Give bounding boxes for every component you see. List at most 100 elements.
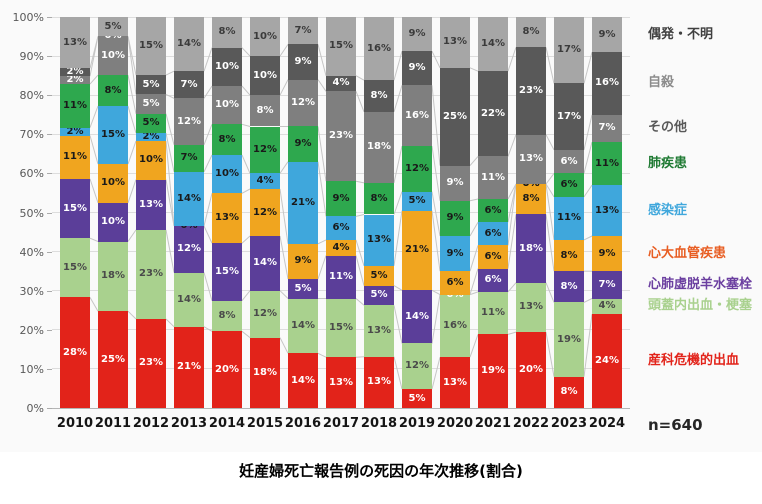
bar-segment: 5% bbox=[136, 113, 166, 134]
bar-segment: 14% bbox=[288, 298, 318, 354]
bar-2023: 8% 19% 8% 8% 11% 6% 6% 17% 17% bbox=[554, 17, 584, 408]
bar-segment: 15% bbox=[326, 298, 356, 358]
segment-label: 24% bbox=[595, 355, 619, 367]
segment-label: 22% bbox=[481, 107, 505, 119]
segment-label: 20% bbox=[215, 363, 239, 375]
y-tick-mark bbox=[47, 408, 52, 409]
bar-segment: 10% bbox=[212, 155, 242, 194]
segment-label: 10% bbox=[101, 177, 125, 189]
bar-segment: 13% bbox=[364, 214, 394, 266]
segment-label: 2% bbox=[66, 66, 84, 78]
segment-label: 9% bbox=[598, 247, 616, 259]
bar-segment: 13% bbox=[136, 179, 166, 230]
y-tick-mark bbox=[47, 17, 52, 18]
segment-label: 10% bbox=[215, 60, 239, 72]
legend-item: 産科危機的出血 bbox=[648, 353, 740, 369]
bar-2011: 25%18%10%10%15%8%10%0%5% bbox=[98, 17, 128, 408]
y-tick-label: 10% bbox=[19, 362, 44, 376]
segment-label: 14% bbox=[177, 192, 201, 204]
legend-item: 感染症 bbox=[648, 202, 688, 218]
bar-segment: 16% bbox=[592, 52, 622, 115]
bar-segment: 14% bbox=[288, 353, 318, 408]
segment-label: 8% bbox=[370, 90, 388, 101]
x-axis-year-label: 2024 bbox=[588, 416, 626, 431]
bar-segment: 8% bbox=[212, 124, 242, 155]
bar-segment: 5% bbox=[136, 94, 166, 114]
legend-item: 自殺 bbox=[648, 75, 675, 91]
x-axis-year-label: 2018 bbox=[360, 416, 398, 431]
bar-segment: 9% bbox=[440, 165, 470, 201]
bar-2015: 18% 12% 14% 12% 4% 12% 8% 10% 10% bbox=[250, 17, 280, 408]
bar-segment: 14% bbox=[402, 290, 432, 344]
bar-segment: 20% bbox=[212, 331, 242, 408]
segment-label: 13% bbox=[139, 198, 163, 210]
bar-segment: 10% bbox=[98, 164, 128, 203]
bar-segment: 21% bbox=[402, 210, 432, 291]
bar-segment: 12% bbox=[250, 290, 280, 338]
segment-label: 4% bbox=[598, 300, 616, 312]
bar-segment: 2% bbox=[60, 67, 90, 77]
segment-label: 16% bbox=[443, 319, 467, 331]
bar-segment: 13% bbox=[364, 356, 394, 408]
segment-label: 19% bbox=[481, 365, 505, 377]
legend-item: 偶発・不明 bbox=[648, 26, 714, 42]
legend-item: 心肺虚脱羊水塞栓 bbox=[648, 276, 753, 292]
y-tick-mark bbox=[47, 290, 52, 292]
segment-label: 8% bbox=[218, 26, 236, 38]
segment-label: 18% bbox=[101, 270, 125, 282]
bar-segment: 6% bbox=[554, 173, 584, 197]
y-tick-mark bbox=[47, 95, 52, 97]
x-axis-year-label: 2022 bbox=[512, 416, 550, 431]
segment-label: 5% bbox=[142, 117, 160, 129]
segment-label: 8% bbox=[560, 386, 578, 398]
segment-label: 5% bbox=[370, 289, 388, 301]
bar-segment: 5% bbox=[364, 285, 394, 306]
bar-segment: 13% bbox=[440, 357, 470, 408]
segment-label: 8% bbox=[104, 84, 122, 96]
segment-label: 11% bbox=[63, 151, 87, 163]
bar-segment: 12% bbox=[250, 126, 280, 174]
chart-title: 妊産婦死亡報告例の死因の年次推移(割合) bbox=[239, 462, 523, 480]
bar-segment: 11% bbox=[60, 84, 90, 128]
bar-segment: 10% bbox=[98, 36, 128, 76]
bar-segment: 16% bbox=[402, 85, 432, 147]
bar-segment: 18% bbox=[250, 337, 280, 408]
bar-segment: 10% bbox=[250, 56, 280, 96]
bar-segment: 15% bbox=[60, 238, 90, 298]
bar-segment: 6% bbox=[440, 271, 470, 295]
segment-label: 21% bbox=[405, 244, 429, 256]
segment-label: 8% bbox=[522, 193, 540, 205]
bar-segment: 8% bbox=[212, 300, 242, 332]
bar-segment: 18% bbox=[98, 241, 128, 312]
bar-segment: 9% bbox=[592, 17, 622, 53]
bar-segment: 15% bbox=[98, 106, 128, 165]
sample-size-label: n=640 bbox=[648, 416, 703, 434]
segment-label: 9% bbox=[598, 28, 616, 40]
segment-label: 9% bbox=[408, 62, 426, 74]
segment-label: 2% bbox=[142, 131, 160, 143]
x-axis-year-label: 2010 bbox=[56, 416, 94, 431]
bar-segment: 7% bbox=[174, 71, 204, 99]
segment-label: 25% bbox=[101, 353, 125, 365]
segment-label: 17% bbox=[557, 44, 581, 56]
segment-label: 9% bbox=[446, 247, 464, 259]
bar-segment: 2% bbox=[136, 132, 166, 142]
bar-segment: 23% bbox=[516, 47, 546, 135]
segment-label: 14% bbox=[481, 38, 505, 50]
bar-segment: 12% bbox=[250, 189, 280, 236]
segment-label: 9% bbox=[294, 138, 312, 150]
segment-label: 21% bbox=[177, 361, 201, 373]
x-axis-year-label: 2017 bbox=[322, 416, 360, 431]
segment-label: 10% bbox=[101, 49, 125, 61]
segment-label: 7% bbox=[598, 278, 616, 290]
bar-segment: 19% bbox=[554, 302, 584, 377]
bar-segment: 11% bbox=[592, 142, 622, 186]
bar-2016: 14% 14% 5% 9% 21% 9% 12% 9% 7% bbox=[288, 17, 318, 408]
segment-label: 9% bbox=[294, 55, 312, 67]
bar-segment: 21% bbox=[174, 326, 204, 408]
y-tick-mark bbox=[47, 56, 52, 58]
bar-2020: 13%16%0%6%9%9%9%25%13% bbox=[440, 17, 470, 408]
bar-segment: 12% bbox=[402, 146, 432, 192]
bar-segment: 17% bbox=[554, 83, 584, 150]
segment-label: 15% bbox=[139, 40, 163, 52]
